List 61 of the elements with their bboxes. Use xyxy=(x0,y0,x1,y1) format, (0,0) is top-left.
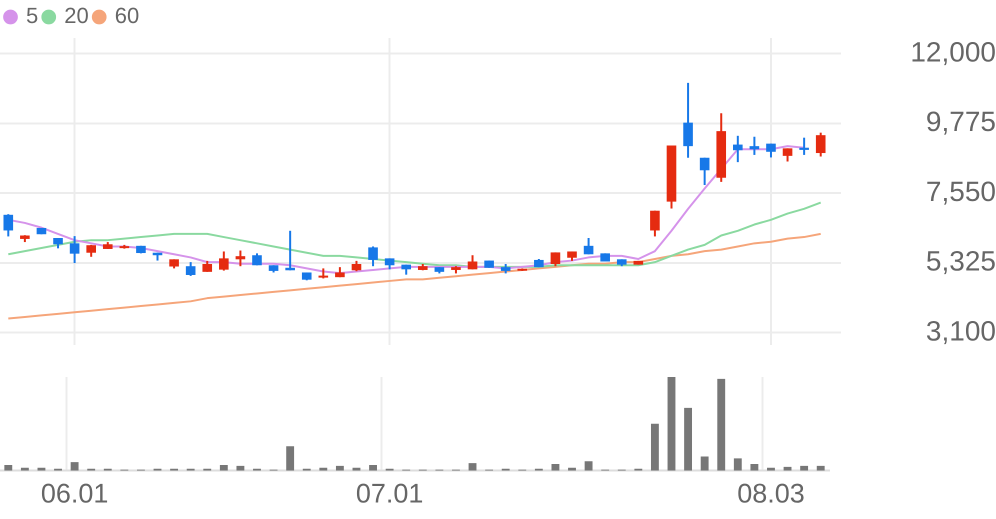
candlestick xyxy=(318,267,328,280)
candlestick xyxy=(700,156,710,186)
candlestick xyxy=(368,245,378,268)
y-tick-label: 5,325 xyxy=(926,246,996,277)
candlestick xyxy=(3,213,14,238)
bar xyxy=(816,466,825,471)
candlestick xyxy=(500,263,510,274)
bar xyxy=(70,462,79,471)
bar xyxy=(38,468,46,471)
bar xyxy=(767,468,775,471)
candlestick xyxy=(766,142,776,158)
bar xyxy=(734,458,742,471)
candlestick xyxy=(252,252,262,266)
candlestick xyxy=(219,250,229,272)
candlestick xyxy=(401,264,412,276)
candlestick xyxy=(782,147,792,163)
y-tick-label: 7,550 xyxy=(926,176,996,207)
candlestick xyxy=(584,236,594,256)
candlestick xyxy=(236,250,246,268)
y-tick-label: 9,775 xyxy=(926,106,996,138)
y-tick-label: 12,000 xyxy=(910,36,996,68)
bar xyxy=(236,466,244,471)
bar xyxy=(684,408,692,471)
candlestick xyxy=(733,134,743,164)
bar xyxy=(668,377,676,471)
bar xyxy=(352,468,360,471)
candlestick xyxy=(550,251,560,268)
x-tick-label: 06.01 xyxy=(40,478,108,508)
candlestick xyxy=(202,260,212,273)
candlestick xyxy=(683,82,693,159)
bar xyxy=(336,466,344,471)
legend-label: 60 xyxy=(114,3,140,28)
legend-label: 20 xyxy=(64,3,89,28)
bar xyxy=(750,464,758,471)
bar xyxy=(700,456,709,471)
candlestick xyxy=(750,136,760,156)
bar xyxy=(568,468,576,471)
candlestick xyxy=(70,235,80,264)
bar xyxy=(584,461,593,471)
bar xyxy=(4,464,12,471)
bar xyxy=(20,468,29,471)
candlestick xyxy=(799,136,809,156)
bar xyxy=(650,424,659,471)
candlestick xyxy=(816,132,826,158)
y-tick-label: 3,100 xyxy=(926,315,996,346)
bar xyxy=(468,463,476,471)
bar xyxy=(717,378,726,471)
bar xyxy=(286,446,294,471)
x-tick-label: 07.01 xyxy=(356,478,424,508)
bar xyxy=(220,464,228,471)
bar xyxy=(369,464,377,471)
x-tick-label: 08.03 xyxy=(737,478,805,508)
bar xyxy=(551,464,560,471)
candlestick xyxy=(352,260,362,272)
bar xyxy=(784,466,792,471)
candlestick xyxy=(650,210,660,238)
candlestick xyxy=(285,230,295,272)
bar xyxy=(800,466,808,471)
candlestick xyxy=(186,261,196,277)
candlestick xyxy=(468,254,478,270)
legend-label: 5 xyxy=(26,3,38,28)
